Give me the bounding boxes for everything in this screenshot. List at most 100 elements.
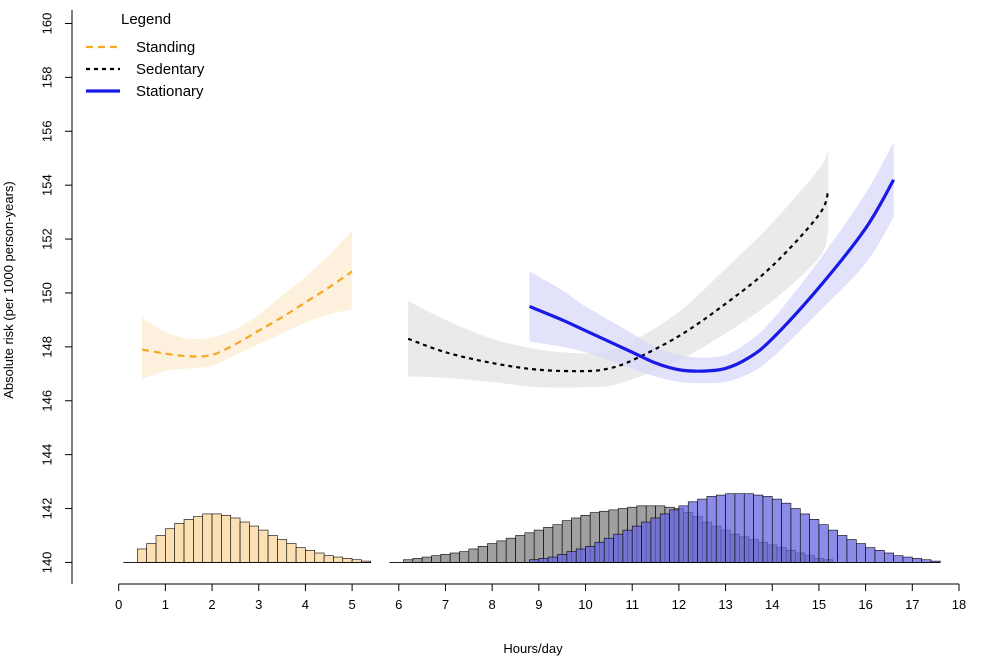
- histogram-standing: [137, 513, 372, 563]
- band-stationary: [529, 142, 894, 384]
- histogram-bar: [603, 537, 614, 563]
- histogram-bar: [515, 535, 526, 563]
- x-tick-label: 6: [395, 597, 402, 612]
- histogram-bar: [631, 525, 642, 563]
- y-tick-label: 148: [40, 336, 55, 358]
- histogram-bar: [743, 493, 754, 563]
- histogram-bar: [734, 493, 745, 563]
- y-tick-label: 150: [40, 282, 55, 304]
- histogram-bar: [790, 508, 801, 563]
- line-sedentary: [407, 190, 830, 373]
- histogram-bar: [431, 555, 442, 563]
- x-tick-label: 3: [255, 597, 262, 612]
- histogram-bar: [403, 559, 414, 563]
- histogram-bar: [155, 535, 166, 563]
- histogram-bar: [267, 535, 278, 563]
- risk-lines: [141, 178, 896, 373]
- histogram-bar: [351, 559, 362, 563]
- x-tick-label: 0: [115, 597, 122, 612]
- x-tick-label: 11: [625, 597, 639, 612]
- histogram-bar: [659, 513, 670, 563]
- histogram-bar: [641, 521, 652, 563]
- x-tick-label: 13: [718, 597, 732, 612]
- histogram-bar: [687, 501, 698, 563]
- histogram-bar: [912, 558, 922, 563]
- histogram-bar: [323, 555, 334, 563]
- histogram-bar: [295, 547, 306, 563]
- histogram-bar: [585, 545, 596, 563]
- histogram-bar: [211, 513, 222, 563]
- histogram-bar: [921, 559, 932, 563]
- legend-title: Legend: [121, 11, 171, 28]
- histogram-bar: [258, 529, 269, 563]
- histogram-bar: [249, 525, 260, 563]
- y-tick-label: 152: [40, 228, 55, 250]
- y-tick-label: 160: [40, 13, 55, 35]
- histogram-bar: [137, 548, 147, 563]
- histogram-bar: [333, 556, 344, 563]
- histogram-bar: [706, 496, 717, 563]
- histogram-bar: [613, 533, 624, 563]
- histogram-bar: [715, 494, 726, 563]
- y-tick-label: 144: [40, 444, 55, 466]
- x-tick-label: 8: [489, 597, 496, 612]
- x-tick-label: 15: [812, 597, 826, 612]
- histogram-bar: [239, 521, 250, 563]
- histogram-bar: [477, 545, 488, 563]
- histogram-bar: [902, 556, 913, 563]
- histogram-bar: [202, 513, 213, 563]
- y-axis-title: Absolute risk (per 1000 person-years): [1, 181, 16, 399]
- histogram-bar: [893, 555, 904, 563]
- histogram-bar: [753, 494, 764, 563]
- histogram-bar: [305, 550, 316, 563]
- histogram-bar: [459, 551, 470, 563]
- histogram-bar: [594, 541, 605, 563]
- x-tick-label: 4: [302, 597, 309, 612]
- histogram-bar: [529, 559, 540, 563]
- x-tick-label: 12: [672, 597, 686, 612]
- line-stationary: [528, 178, 896, 373]
- histogram-bar: [468, 548, 479, 563]
- histogram-bar: [557, 554, 568, 563]
- histogram-bar: [874, 550, 885, 563]
- histogram-bar: [809, 519, 820, 563]
- histogram-bar: [440, 554, 451, 563]
- histogram-bar: [533, 529, 544, 563]
- histogram-bar: [855, 543, 866, 563]
- histogram-bar: [538, 558, 549, 563]
- y-tick-label: 158: [40, 67, 55, 89]
- histogram-bar: [174, 523, 185, 563]
- histogram-bar: [524, 532, 535, 563]
- histogram-stationary: [529, 493, 941, 563]
- x-tick-label: 16: [858, 597, 872, 612]
- histogram-bar: [193, 516, 204, 563]
- histogram-bar: [865, 547, 876, 563]
- x-tick-label: 14: [765, 597, 779, 612]
- legend-label-stationary: Stationary: [136, 83, 204, 100]
- histogram-bar: [771, 498, 782, 563]
- histogram-bar: [818, 524, 829, 563]
- histogram-bar: [496, 540, 507, 563]
- histogram-bar: [146, 543, 157, 563]
- y-tick-label: 154: [40, 174, 55, 196]
- x-tick-label: 10: [578, 597, 592, 612]
- histogram-bar: [669, 509, 680, 563]
- histogram-bar: [412, 558, 423, 563]
- legend-entries: Standing Sedentary Stationary: [86, 39, 205, 100]
- histogram-bar: [505, 537, 516, 563]
- x-tick-label: 1: [162, 597, 169, 612]
- histogram-bar: [449, 552, 460, 563]
- legend: Legend Standing Sedentary Stationary: [86, 11, 205, 100]
- histograms: [123, 493, 941, 563]
- histogram-bar: [846, 539, 857, 563]
- y-tick-label: 140: [40, 552, 55, 574]
- histogram-bar: [799, 513, 810, 563]
- histogram-bar: [566, 551, 577, 563]
- histogram-bar: [487, 543, 498, 563]
- histogram-bar: [697, 498, 708, 563]
- histogram-bar: [421, 556, 432, 563]
- histogram-bar: [622, 529, 633, 563]
- histogram-bar: [547, 556, 558, 563]
- histogram-bar: [183, 519, 194, 563]
- legend-label-sedentary: Sedentary: [136, 61, 205, 78]
